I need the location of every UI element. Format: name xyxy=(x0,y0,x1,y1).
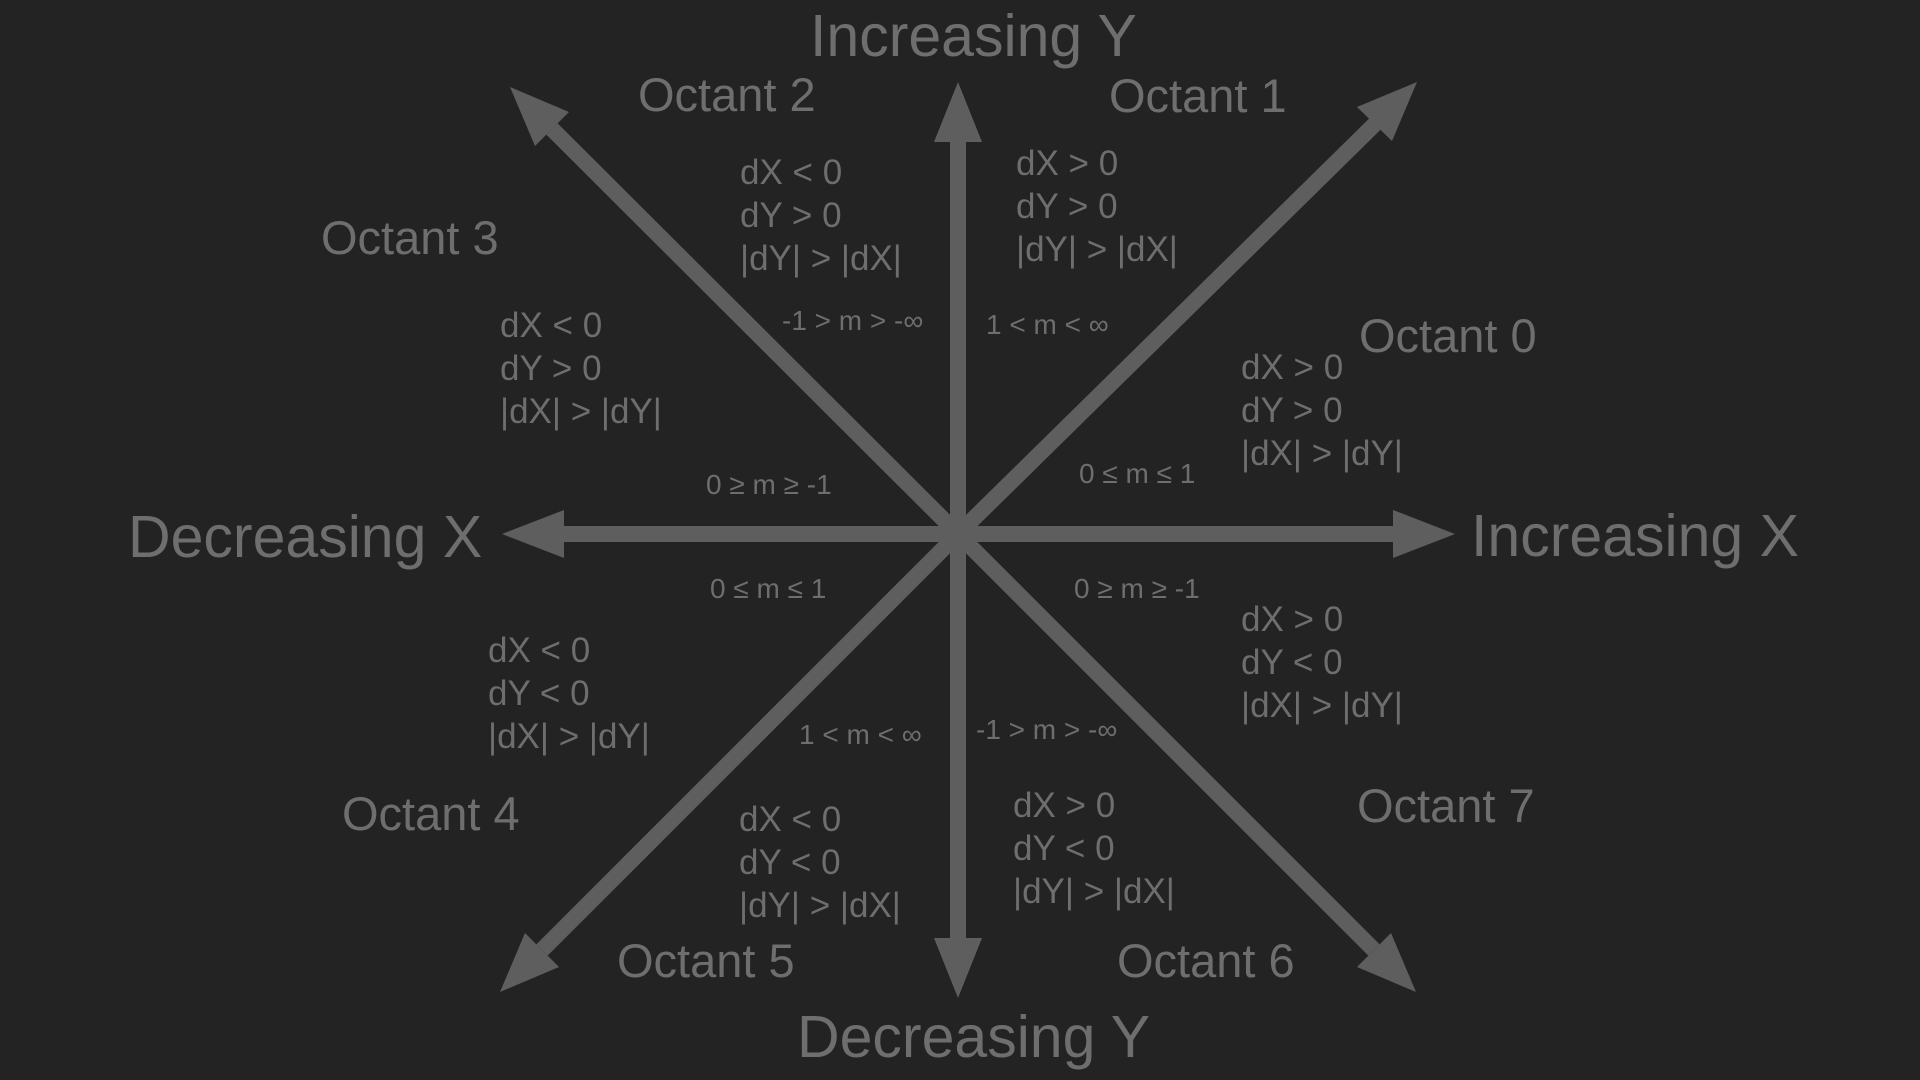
arrow-decreasing-x xyxy=(502,510,958,558)
slope-octant-6: -1 > m > -∞ xyxy=(976,714,1117,745)
slope-octant-7: 0 ≥ m ≥ -1 xyxy=(1074,573,1200,604)
arrows xyxy=(500,82,1455,998)
condition-dx: dX > 0 xyxy=(1013,786,1115,825)
slope-octant-2: -1 > m > -∞ xyxy=(782,305,923,336)
condition-dy: dY < 0 xyxy=(1013,829,1115,868)
condition-magnitude: |dX| > |dY| xyxy=(1241,434,1403,473)
octant-label-7: Octant 7 xyxy=(1357,779,1535,832)
arrow-increasing-x xyxy=(958,510,1455,558)
slope-labels: 0 ≤ m ≤ 1 1 < m < ∞ -1 > m > -∞ 0 ≥ m ≥ … xyxy=(706,305,1200,750)
arrow-up-left xyxy=(510,87,964,540)
condition-dx: dX < 0 xyxy=(739,800,841,839)
slope-octant-4: 0 ≤ m ≤ 1 xyxy=(710,573,826,604)
axis-label-decreasing-x: Decreasing X xyxy=(128,504,482,570)
condition-dx: dX > 0 xyxy=(1241,348,1343,387)
condition-magnitude: |dY| > |dX| xyxy=(739,886,901,925)
condition-dy: dY < 0 xyxy=(739,843,841,882)
conditions-octant-4: dX < 0 dY < 0 |dX| > |dY| xyxy=(488,631,650,756)
condition-dx: dX < 0 xyxy=(488,631,590,670)
conditions-octant-5: dX < 0 dY < 0 |dY| > |dX| xyxy=(739,800,901,925)
condition-magnitude: |dY| > |dX| xyxy=(1016,230,1178,269)
octant-label-6: Octant 6 xyxy=(1117,934,1295,987)
slope-octant-3: 0 ≥ m ≥ -1 xyxy=(706,469,832,500)
slope-octant-1: 1 < m < ∞ xyxy=(986,309,1109,340)
axis-labels: Increasing Y Decreasing Y Increasing X D… xyxy=(128,3,1799,1070)
condition-dy: dY > 0 xyxy=(500,349,602,388)
condition-dy: dY < 0 xyxy=(1241,643,1343,682)
arrow-down-left xyxy=(500,528,964,992)
arrow-down-right xyxy=(952,528,1416,992)
conditions-octant-1: dX > 0 dY > 0 |dY| > |dX| xyxy=(1016,144,1178,269)
condition-magnitude: |dX| > |dY| xyxy=(500,392,662,431)
condition-dy: dY > 0 xyxy=(740,196,842,235)
condition-dx: dX < 0 xyxy=(500,306,602,345)
conditions-octant-3: dX < 0 dY > 0 |dX| > |dY| xyxy=(500,306,662,431)
conditions-octant-7: dX > 0 dY < 0 |dX| > |dY| xyxy=(1241,600,1403,725)
condition-dx: dX > 0 xyxy=(1016,144,1118,183)
condition-magnitude: |dY| > |dX| xyxy=(740,239,902,278)
octant-label-4: Octant 4 xyxy=(342,787,520,840)
condition-dy: dY > 0 xyxy=(1241,391,1343,430)
octant-label-2: Octant 2 xyxy=(638,68,816,121)
octant-labels: Octant 0 Octant 1 Octant 2 Octant 3 Octa… xyxy=(321,68,1537,987)
octant-label-3: Octant 3 xyxy=(321,211,499,264)
axis-label-increasing-x: Increasing X xyxy=(1471,503,1799,569)
slope-octant-5: 1 < m < ∞ xyxy=(799,719,922,750)
conditions-octant-0: dX > 0 dY > 0 |dX| > |dY| xyxy=(1241,348,1403,473)
arrow-up-right xyxy=(952,82,1417,540)
condition-dy: dY > 0 xyxy=(1016,187,1118,226)
octant-label-1: Octant 1 xyxy=(1109,69,1287,122)
conditions-octant-2: dX < 0 dY > 0 |dY| > |dX| xyxy=(740,153,902,278)
condition-dx: dX > 0 xyxy=(1241,600,1343,639)
condition-magnitude: |dX| > |dY| xyxy=(488,717,650,756)
conditions-octant-6: dX > 0 dY < 0 |dY| > |dX| xyxy=(1013,786,1175,911)
condition-dy: dY < 0 xyxy=(488,674,590,713)
condition-magnitude: |dY| > |dX| xyxy=(1013,872,1175,911)
arrow-decreasing-y xyxy=(934,534,982,998)
condition-magnitude: |dX| > |dY| xyxy=(1241,686,1403,725)
axis-label-increasing-y: Increasing Y xyxy=(810,3,1137,69)
octant-conditions: dX > 0 dY > 0 |dX| > |dY| dX > 0 dY > 0 … xyxy=(488,144,1403,925)
arrow-increasing-y xyxy=(934,82,982,534)
slope-octant-0: 0 ≤ m ≤ 1 xyxy=(1079,458,1195,489)
condition-dx: dX < 0 xyxy=(740,153,842,192)
axis-label-decreasing-y: Decreasing Y xyxy=(797,1004,1150,1070)
octant-label-5: Octant 5 xyxy=(617,934,795,987)
octant-label-0: Octant 0 xyxy=(1359,309,1537,362)
